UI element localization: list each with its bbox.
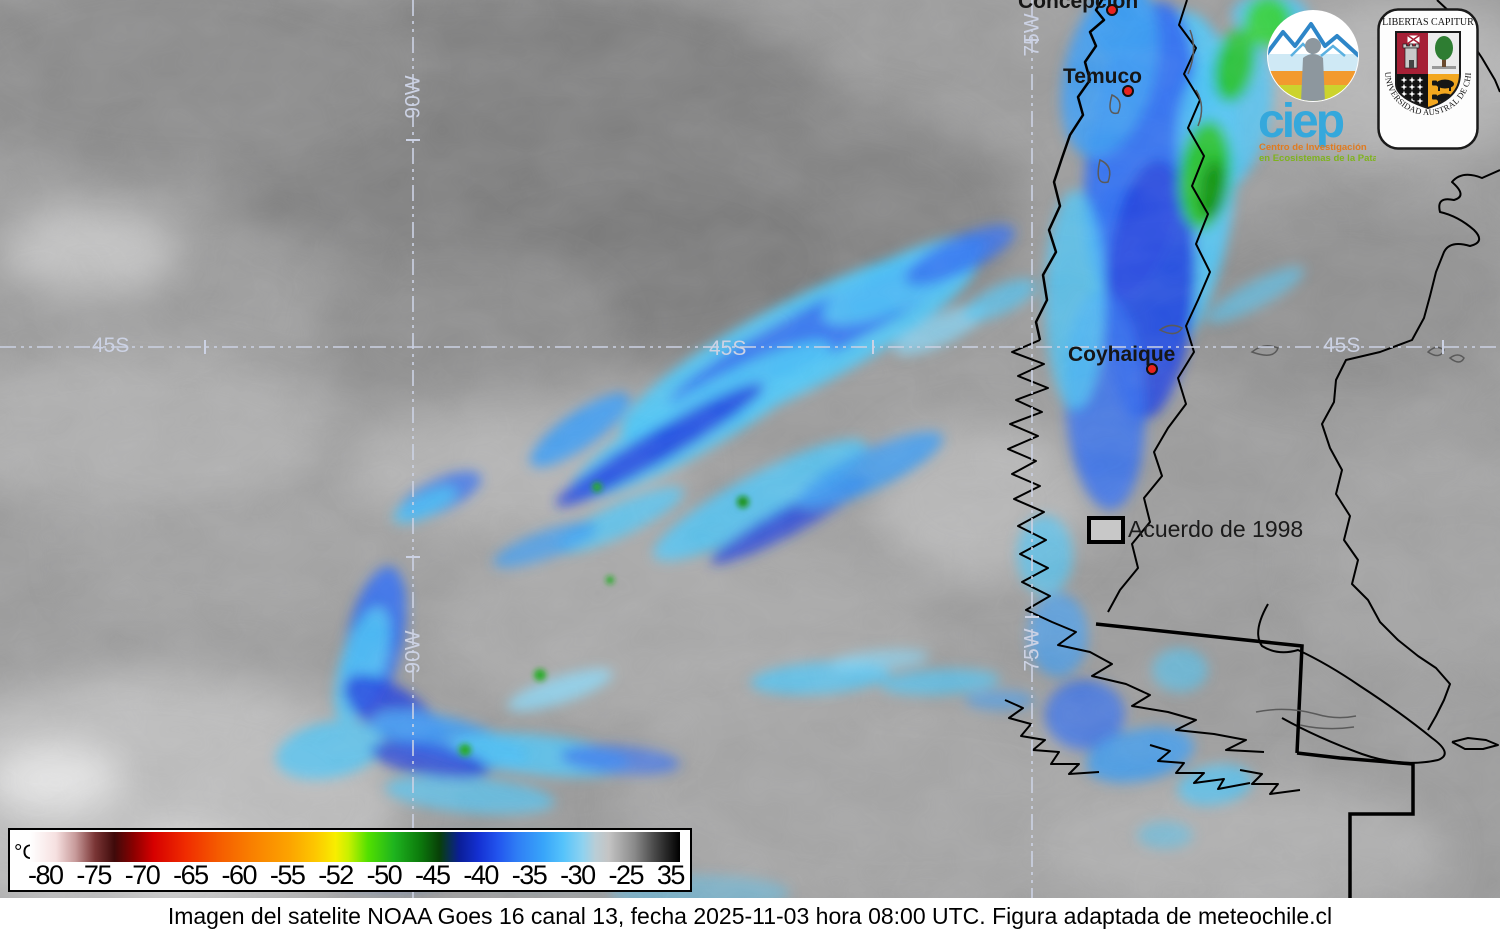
grid-label-75w: 75W [1020,628,1044,672]
colorbar-tick: -55 [269,860,306,890]
mountains-icon [1268,22,1358,58]
colorbar-tick: -80 [28,860,64,890]
colorbar-tick: -70 [124,860,161,890]
graticule [0,0,1500,898]
border-treaty-lines [1095,622,1415,898]
colorbar-tick: -30 [560,860,596,890]
coastline-chile [1004,0,1301,795]
ciep-logo: ciep Centro de Investigación en Ecosiste… [1258,8,1404,168]
grid-label-75w: 75W [1020,13,1044,57]
colorbar-tick: -40 [463,860,499,890]
city-label-temuco: Temuco [1063,65,1142,88]
colorbar-tick: -50 [366,860,403,890]
city-marker-temuco [1122,85,1134,97]
city-label-concepcion: Concepción [1018,0,1139,13]
image-caption: Imagen del satelite NOAA Goes 16 canal 1… [0,898,1500,934]
colorbar-tick: -60 [221,860,258,890]
uach-motto: LIBERTAS CAPITUR [1382,17,1474,28]
ciep-tagline-line1: Centro de Investigación [1259,142,1367,153]
colorbar-tick: 35 [656,860,686,890]
grid-label-90w: 90W [401,630,425,674]
tree-icon [1432,36,1456,69]
colorbar-tick: -65 [173,860,209,890]
acuerdo-1998-label: Acuerdo de 1998 [1128,516,1304,542]
colorbar-tick: -75 [76,860,112,890]
grid-label-45s: 45S [709,337,747,360]
acuerdo-1998-area-box [1087,516,1125,544]
person-silhouette-icon [1301,38,1325,101]
ciep-acronym: ciep [1258,95,1344,148]
uach-shield [1396,32,1460,108]
colorbar-tick: -35 [511,860,548,890]
ciep-tagline-line2: en Ecosistemas de la Patagonia [1259,153,1376,164]
grid-label-45s: 45S [92,334,130,357]
colorbar-tick: -25 [608,860,645,890]
grid-label-90w: 90W [401,75,425,119]
uach-crest: LIBERTAS CAPITUR [1374,0,1479,150]
city-label-coyhaique: Coyhaique [1068,343,1176,366]
grid-label-45s: 45S [1323,334,1361,357]
temperature-colorbar: °C -80 -75 -70 -65 -60 -55 -52 -50 -45 -… [8,828,692,892]
colorbar-tick: -45 [415,860,451,890]
tower-icon [1402,34,1421,69]
city-marker-coyhaique [1146,363,1158,375]
graticule-ticks [204,39,1444,618]
city-marker-concepcion [1106,4,1118,16]
colorbar-tick: -52 [318,860,354,890]
colorbar-ticks: -80 -75 -70 -65 -60 -55 -52 -50 -45 -40 … [28,860,686,890]
colorbar-gradient [30,832,680,862]
